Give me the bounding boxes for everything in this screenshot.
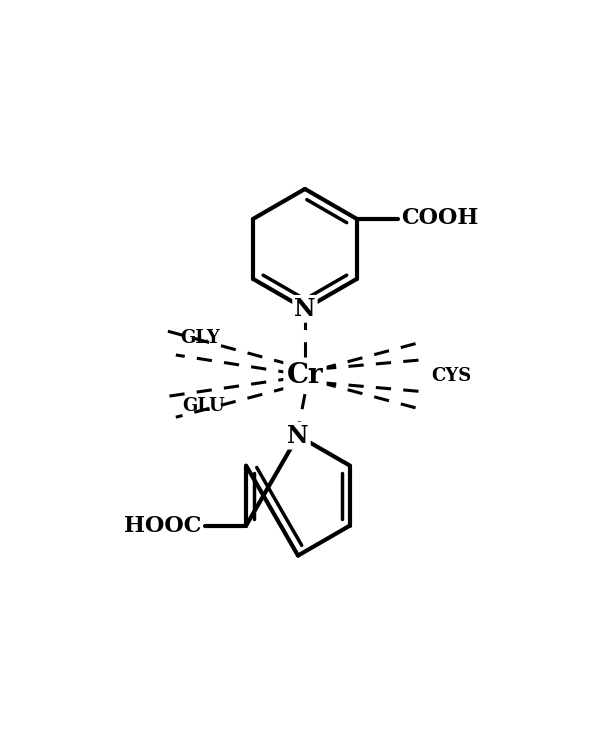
Text: N: N [287,423,309,448]
Text: CYS: CYS [432,367,472,385]
Text: HOOC: HOOC [124,515,202,536]
Text: N: N [294,297,316,321]
Text: GLY: GLY [180,329,220,347]
Text: Cr: Cr [287,362,323,389]
Text: GLU: GLU [183,397,226,414]
Text: COOH: COOH [401,207,478,229]
